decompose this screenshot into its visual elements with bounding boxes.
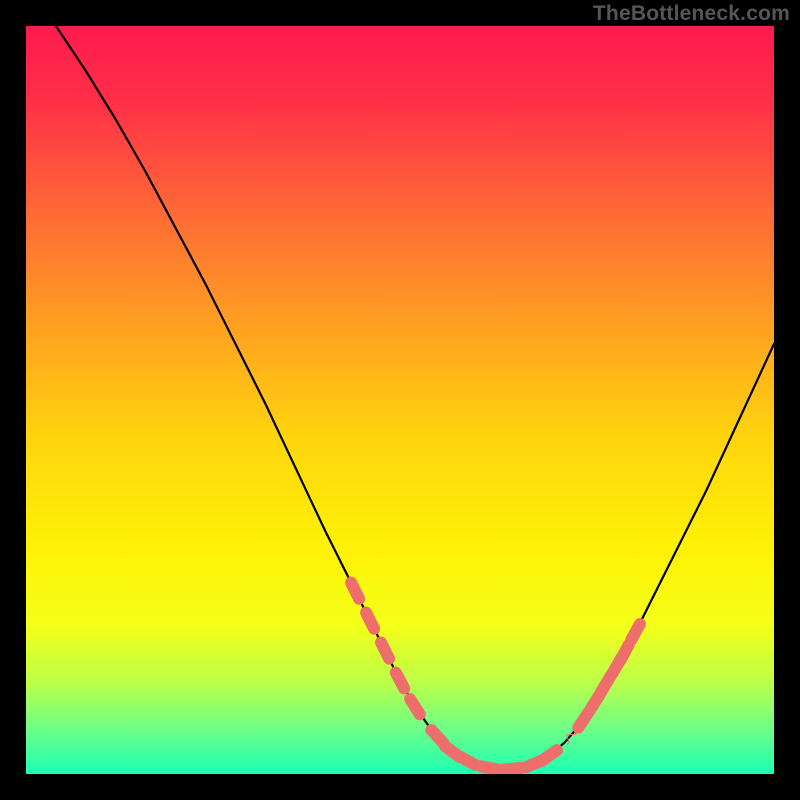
curve-marker xyxy=(590,695,600,710)
curve-marker xyxy=(351,583,359,599)
plot-background xyxy=(26,26,774,774)
chart-container: TheBottleneck.com xyxy=(0,0,800,800)
bottleneck-chart xyxy=(0,0,800,800)
curve-marker xyxy=(396,673,404,689)
curve-marker xyxy=(366,613,374,629)
curve-marker xyxy=(410,699,420,714)
curve-marker xyxy=(620,645,629,661)
curve-marker xyxy=(503,768,521,770)
watermark-text: TheBottleneck.com xyxy=(593,2,790,26)
curve-marker xyxy=(631,624,640,640)
curve-marker xyxy=(481,766,499,770)
curve-marker xyxy=(542,750,557,760)
curve-marker xyxy=(381,643,389,659)
curve-marker xyxy=(459,756,475,765)
curve-marker xyxy=(601,677,610,692)
